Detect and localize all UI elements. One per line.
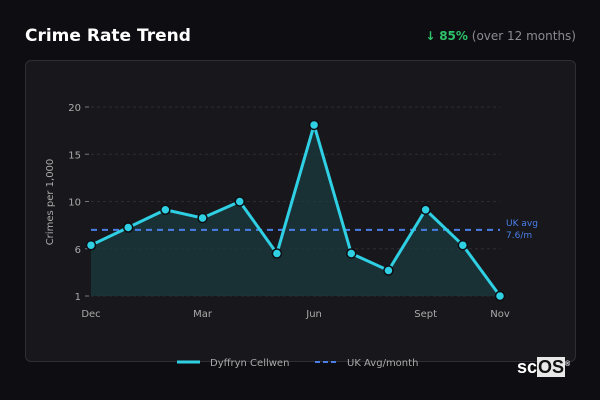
data-point	[271, 248, 283, 259]
uk-avg-label: UK avg	[506, 219, 538, 229]
data-point	[308, 119, 320, 131]
trend-note: (over 12 months)	[471, 29, 576, 43]
legend-label-avg: UK Avg/month	[347, 358, 418, 369]
data-point	[383, 265, 394, 276]
x-tick-label: Dec	[81, 309, 100, 320]
series-line	[90, 123, 502, 297]
y-tick-label: 15	[68, 150, 81, 161]
data-point	[457, 239, 469, 251]
page-title: Crime Rate Trend	[25, 26, 191, 46]
data-point	[197, 212, 208, 224]
data-point	[122, 222, 134, 233]
data-point	[494, 290, 506, 302]
data-point	[234, 196, 245, 207]
uk-avg-value-label: 7.6/m	[506, 231, 532, 241]
x-tick-label: Jun	[305, 309, 322, 320]
data-point	[85, 239, 97, 251]
y-tick-label: 10	[68, 198, 81, 209]
x-tick-label: Mar	[193, 309, 213, 320]
series-area	[91, 124, 500, 296]
trend-percent: 85%	[439, 29, 468, 43]
y-tick-label: 1	[75, 292, 81, 303]
y-axis-label: Crimes per 1,000	[45, 159, 56, 246]
trend-summary: ↓ 85% (over 12 months)	[425, 29, 576, 43]
trend-arrow-icon: ↓	[425, 29, 436, 43]
data-point	[160, 204, 171, 216]
scos-logo: scOS®	[517, 357, 571, 377]
x-tick-label: Nov	[490, 309, 510, 320]
data-point	[346, 248, 357, 259]
y-tick-label: 20	[68, 103, 81, 114]
y-tick-label: 6	[75, 245, 81, 256]
legend-label-series: Dyffryn Cellwen	[210, 358, 289, 369]
x-tick-label: Sept	[414, 309, 437, 320]
data-point	[420, 204, 431, 216]
